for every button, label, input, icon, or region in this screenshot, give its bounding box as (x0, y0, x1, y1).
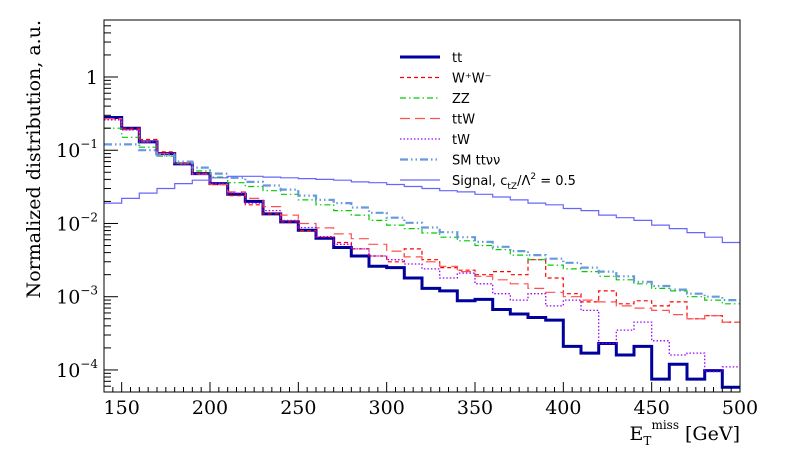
x-tick-label: 400 (545, 397, 581, 419)
legend-label-tw: tW (452, 133, 470, 148)
x-axis-label-unit: [GeV] (679, 423, 740, 445)
series-smttvv-line (104, 143, 740, 302)
x-tick-label: 450 (634, 397, 670, 419)
plot-frame (103, 19, 741, 393)
y-axis-label: Normalized distribution, a.u. (23, 20, 45, 298)
series-tw-line (104, 119, 740, 373)
x-axis-label-sub: T (643, 434, 651, 448)
x-axis: 150 200 250 300 350 400 450 500 (103, 382, 758, 419)
legend-label-ttw: ttW (452, 113, 475, 128)
legend: tt W⁺W⁻ ZZ ttW tW SM ttνν Signal, ctZ/Λ2 = 0.5 (400, 51, 576, 192)
legend-label-ww: W⁺W⁻ (452, 72, 491, 87)
x-tick-label: 150 (104, 397, 140, 419)
legend-label-tt: tt (452, 51, 462, 66)
plot-series (104, 116, 740, 389)
y-tick-label: 1 (86, 67, 98, 89)
x-tick-label: 200 (192, 397, 228, 419)
legend-label-signal: Signal, ctZ/Λ2 = 0.5 (452, 172, 576, 192)
x-axis-label: ETmiss [GeV] (630, 418, 740, 448)
x-tick-label: 350 (457, 397, 493, 419)
x-tick-label: 250 (280, 397, 316, 419)
x-tick-label: 500 (722, 397, 758, 419)
x-tick-label: 300 (369, 397, 405, 419)
y-tick-label: 10−4 (56, 357, 98, 382)
y-tick-label: 10−1 (56, 137, 98, 162)
x-axis-label-main: E (630, 423, 644, 445)
x-axis-label-sup: miss (651, 418, 679, 432)
series-signal-line (104, 175, 740, 244)
y-axis: 1 10−1 10−2 10−3 10−4 (56, 19, 118, 393)
legend-label-zz: ZZ (452, 92, 470, 107)
y-tick-label: 10−2 (56, 210, 98, 235)
y-tick-label: 10−3 (56, 284, 98, 309)
legend-label-smttvv: SM ttνν (452, 154, 500, 169)
